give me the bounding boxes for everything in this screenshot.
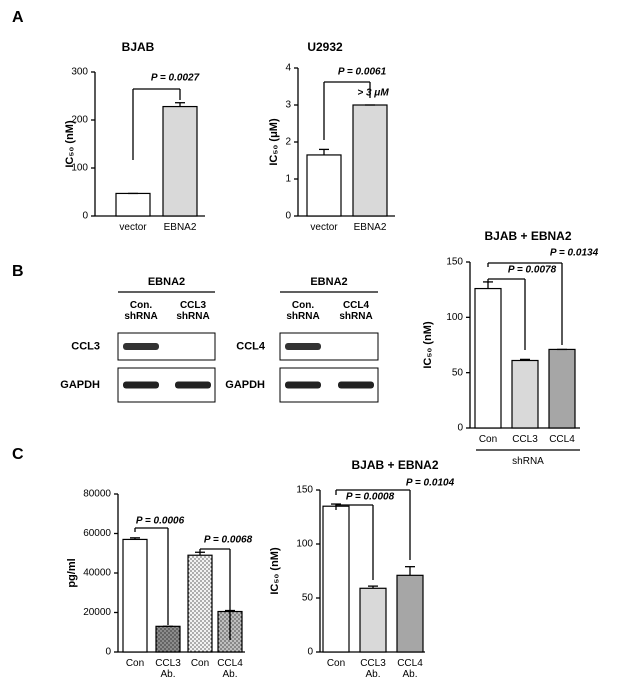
annotation: P = 0.0061	[338, 67, 387, 78]
y-axis-label: IC₅₀ (nM)	[64, 120, 76, 168]
x-tick-label: Con	[326, 658, 346, 669]
x-tick-label: Con	[125, 658, 145, 669]
x-tick-label: CCL3 Ab.	[360, 658, 386, 680]
blot-header: EBNA2	[148, 276, 185, 288]
annotation: P = 0.0078	[508, 265, 557, 276]
bar	[162, 105, 198, 217]
bar-pattern	[188, 555, 212, 652]
x-tick-label: CCL4	[549, 434, 575, 445]
panel-label: A	[12, 9, 24, 26]
band	[123, 343, 159, 350]
row-label: CCL3	[71, 340, 100, 352]
y-tick-label: 50	[452, 367, 464, 378]
y-axis-label: IC₅₀ (nM)	[422, 321, 434, 369]
lane-label: Con. shRNA	[286, 300, 320, 322]
bar	[322, 505, 350, 653]
y-tick-label: 50	[302, 593, 314, 604]
chart-title: BJAB + EBNA2	[351, 458, 438, 472]
bar	[511, 359, 539, 429]
annotation: P = 0.0134	[550, 248, 599, 259]
bar	[474, 287, 502, 429]
bar-pattern	[156, 626, 180, 652]
panel-label: C	[12, 446, 24, 463]
y-tick-label: 0	[82, 211, 88, 222]
x-tick-label: EBNA2	[163, 222, 197, 233]
x-tick-label: vector	[119, 222, 147, 233]
y-axis-label: IC₅₀ (nM)	[269, 547, 281, 595]
bar	[396, 574, 424, 653]
y-axis-label: IC₅₀ (μM)	[268, 118, 280, 166]
y-axis-label: pg/ml	[66, 558, 78, 587]
row-label: GAPDH	[225, 379, 265, 391]
band	[338, 381, 374, 389]
y-tick-label: 200	[71, 115, 88, 126]
x-tick-label: CCL3 Ab.	[155, 658, 181, 680]
x-tick-label: Con	[190, 658, 210, 669]
x-axis-label: shRNA	[512, 456, 544, 467]
x-tick-label: CCL3	[512, 434, 538, 445]
panel-label: B	[12, 263, 24, 280]
y-tick-label: 0	[457, 423, 463, 434]
y-tick-label: 0	[307, 647, 313, 658]
annotation: P = 0.0027	[151, 73, 200, 84]
y-tick-label: 150	[296, 485, 313, 496]
bar	[359, 587, 387, 653]
x-tick-label: CCL4 Ab.	[397, 658, 423, 680]
annotation: P = 0.0068	[204, 535, 253, 546]
y-tick-label: 1	[285, 174, 291, 185]
band	[285, 381, 321, 389]
y-tick-label: 0	[105, 647, 111, 658]
y-tick-label: 60000	[83, 528, 111, 539]
y-tick-label: 2	[285, 137, 291, 148]
blot-header: EBNA2	[310, 276, 347, 288]
blot-box	[117, 332, 216, 361]
band	[123, 381, 159, 389]
lane-label: CCL4 shRNA	[339, 300, 373, 322]
band	[175, 381, 211, 389]
y-tick-label: 20000	[83, 607, 111, 618]
x-tick-label: EBNA2	[353, 222, 387, 233]
annotation: P = 0.0008	[346, 492, 395, 503]
y-tick-label: 100	[296, 539, 313, 550]
y-tick-label: 40000	[83, 568, 111, 579]
x-tick-label: vector	[310, 222, 338, 233]
lane-label: CCL3 shRNA	[176, 300, 210, 322]
y-tick-label: 3	[285, 100, 291, 111]
y-tick-label: 80000	[83, 489, 111, 500]
y-tick-label: 4	[285, 63, 291, 74]
bar	[122, 538, 148, 653]
row-label: CCL4	[236, 340, 266, 352]
annotation: > 3 μM	[357, 88, 389, 99]
chart-title: BJAB	[122, 40, 155, 54]
lane-label: Con. shRNA	[124, 300, 158, 322]
x-tick-label: CCL4 Ab.	[217, 658, 243, 680]
annotation: P = 0.0006	[136, 516, 185, 527]
y-tick-label: 100	[446, 312, 463, 323]
y-tick-label: 150	[446, 257, 463, 268]
y-tick-label: 300	[71, 67, 88, 78]
chart-title: U2932	[307, 40, 343, 54]
x-tick-label: Con	[478, 434, 498, 445]
chart-title: BJAB + EBNA2	[484, 229, 571, 243]
y-tick-label: 100	[71, 163, 88, 174]
bar	[548, 348, 576, 429]
bar	[352, 104, 388, 217]
band	[285, 343, 321, 350]
bar	[306, 154, 342, 217]
bar	[115, 192, 151, 217]
y-tick-label: 0	[285, 211, 291, 222]
row-label: GAPDH	[60, 379, 100, 391]
annotation: P = 0.0104	[406, 478, 455, 489]
